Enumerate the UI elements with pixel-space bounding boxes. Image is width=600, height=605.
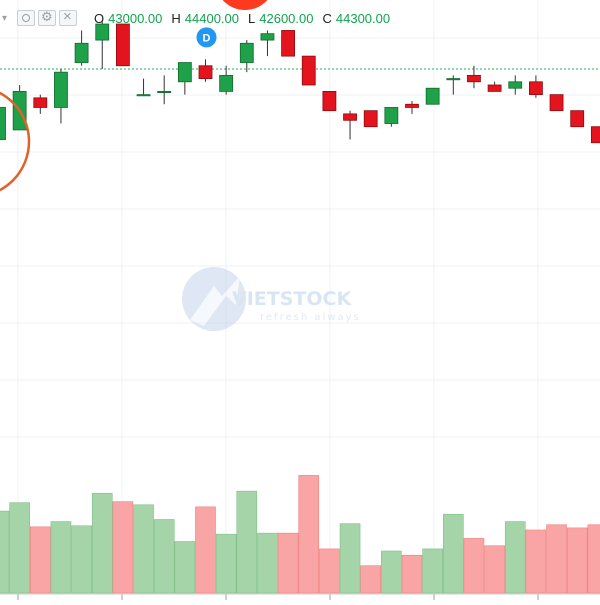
candle-body <box>95 23 110 41</box>
dividend-marker[interactable]: D <box>196 27 217 48</box>
volume-bar <box>360 565 382 594</box>
low-label: L <box>248 10 256 26</box>
candle-body <box>446 78 461 81</box>
low-value: 42600.00 <box>259 10 314 26</box>
volume-bar <box>91 492 113 594</box>
volume-bar <box>319 548 340 594</box>
candle-body <box>425 87 440 105</box>
candle-body <box>405 103 419 108</box>
volume-bar <box>442 513 464 594</box>
volume-bar <box>0 510 10 594</box>
candle-body <box>529 81 543 96</box>
volume-bar <box>215 533 237 594</box>
volume-bar <box>546 524 567 594</box>
volume-bar <box>339 523 361 594</box>
ohlc-legend: ▾ O 43000.00 H 44400.00 L 42600.00 C 443… <box>0 8 399 28</box>
candle-body <box>384 107 399 124</box>
watermark-tagline: refresh always <box>260 312 361 323</box>
volume-bar <box>422 548 443 594</box>
volume-bar <box>71 525 92 594</box>
gear-icon[interactable] <box>38 9 57 26</box>
volume-bar <box>504 521 526 594</box>
candle-body <box>549 94 564 112</box>
volume-bar <box>484 545 505 594</box>
volume-bar <box>9 502 30 594</box>
volume-bar <box>174 541 196 594</box>
close-label: C <box>322 10 332 26</box>
volume-bar <box>236 490 258 594</box>
annotation-circle[interactable] <box>0 87 31 197</box>
legend-tools <box>17 8 80 26</box>
candle-body <box>54 71 68 108</box>
candle-body <box>136 94 151 97</box>
candle-body <box>74 42 89 63</box>
candle-body <box>508 81 523 89</box>
candle-body <box>363 110 378 128</box>
candle-body <box>177 62 192 83</box>
candle-body <box>590 126 600 144</box>
candle-body <box>343 113 357 121</box>
volume-bars <box>0 475 600 594</box>
candles <box>0 20 600 144</box>
high-label: H <box>171 10 181 26</box>
close-value: 44300.00 <box>335 10 391 26</box>
collapse-chevron-icon[interactable]: ▾ <box>2 12 8 24</box>
candle-body <box>0 107 6 140</box>
volume-bar <box>112 501 134 594</box>
volume-bar <box>401 554 423 594</box>
volume-bar <box>566 527 588 594</box>
candle-body <box>301 55 316 86</box>
candle-body <box>198 65 213 79</box>
volume-bar <box>298 475 320 594</box>
candle-body <box>281 30 296 57</box>
candle-body <box>116 23 130 67</box>
watermark-brand: VIETSTOCK <box>232 288 352 310</box>
candle-body <box>219 74 234 92</box>
watermark-arrow-icon <box>190 276 240 326</box>
top-partial-circle <box>222 0 268 10</box>
volume-bar <box>29 526 51 594</box>
close-icon[interactable] <box>59 8 78 26</box>
candle-body <box>570 110 585 128</box>
volume-bar <box>381 550 402 594</box>
candle-body <box>322 91 337 112</box>
volume-bar <box>50 521 72 594</box>
dividend-marker-label: D <box>203 32 211 44</box>
high-value: 44400.00 <box>184 10 240 26</box>
candle-body <box>260 33 275 41</box>
eye-icon[interactable] <box>17 10 36 26</box>
candle-body <box>33 97 48 108</box>
vietstock-watermark: VIETSTOCK refresh always <box>182 267 361 331</box>
candle-body <box>239 42 254 63</box>
volume-bar <box>525 529 547 594</box>
volume-bar <box>133 504 154 594</box>
volume-bar <box>463 538 485 594</box>
volume-bar <box>587 524 600 594</box>
candle-body <box>487 84 502 92</box>
volume-bar <box>277 532 299 594</box>
volume-bar <box>195 506 216 594</box>
candle-body <box>157 91 172 94</box>
open-label: O <box>94 10 105 26</box>
open-value: 43000.00 <box>108 10 163 26</box>
volume-bar <box>257 532 278 594</box>
candle-body <box>467 74 481 83</box>
volume-bar <box>153 519 175 594</box>
